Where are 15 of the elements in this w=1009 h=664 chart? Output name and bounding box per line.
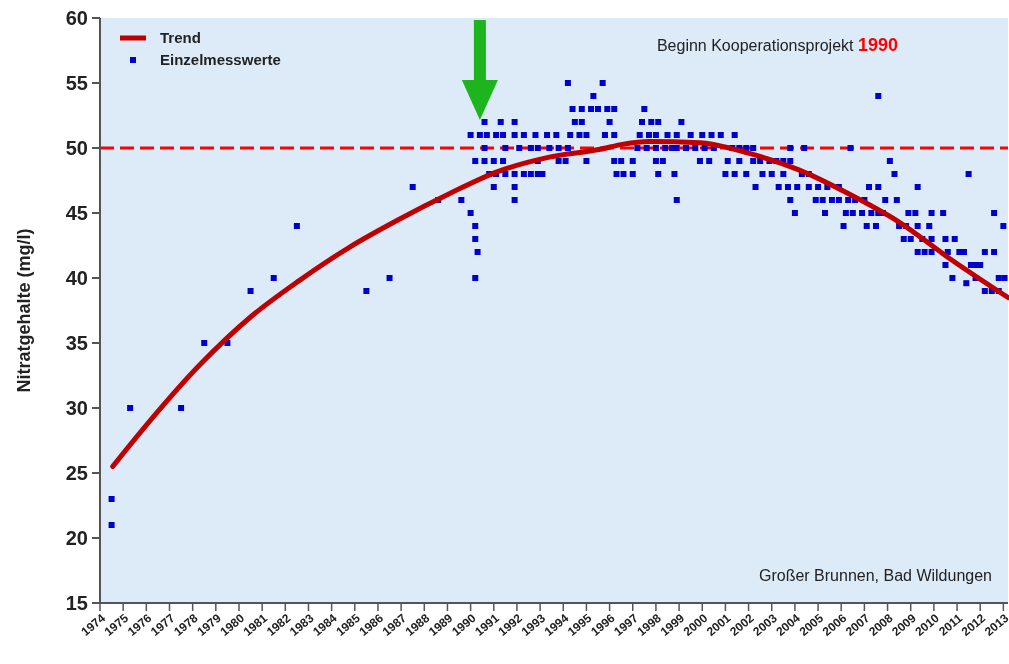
y-tick-label: 30 — [65, 397, 88, 419]
annotation: Beginn Kooperationsprojekt 1990 — [656, 35, 898, 55]
legend-label: Einzelmesswerte — [160, 51, 281, 68]
y-tick-label: 40 — [65, 267, 88, 289]
y-tick-label: 15 — [65, 592, 88, 614]
y-tick-label: 20 — [65, 527, 88, 549]
y-tick-label: 45 — [65, 202, 88, 224]
y-tick-label: 50 — [65, 137, 88, 159]
y-tick-label: 55 — [65, 72, 88, 94]
y-tick-label: 25 — [65, 462, 88, 484]
y-axis-title: Nitratgehalte (mg/l) — [14, 228, 34, 393]
y-tick-label: 35 — [65, 332, 88, 354]
legend-label: Trend — [160, 29, 201, 46]
annotation: Großer Brunnen, Bad Wildungen — [758, 567, 992, 584]
y-tick-label: 60 — [65, 7, 88, 29]
